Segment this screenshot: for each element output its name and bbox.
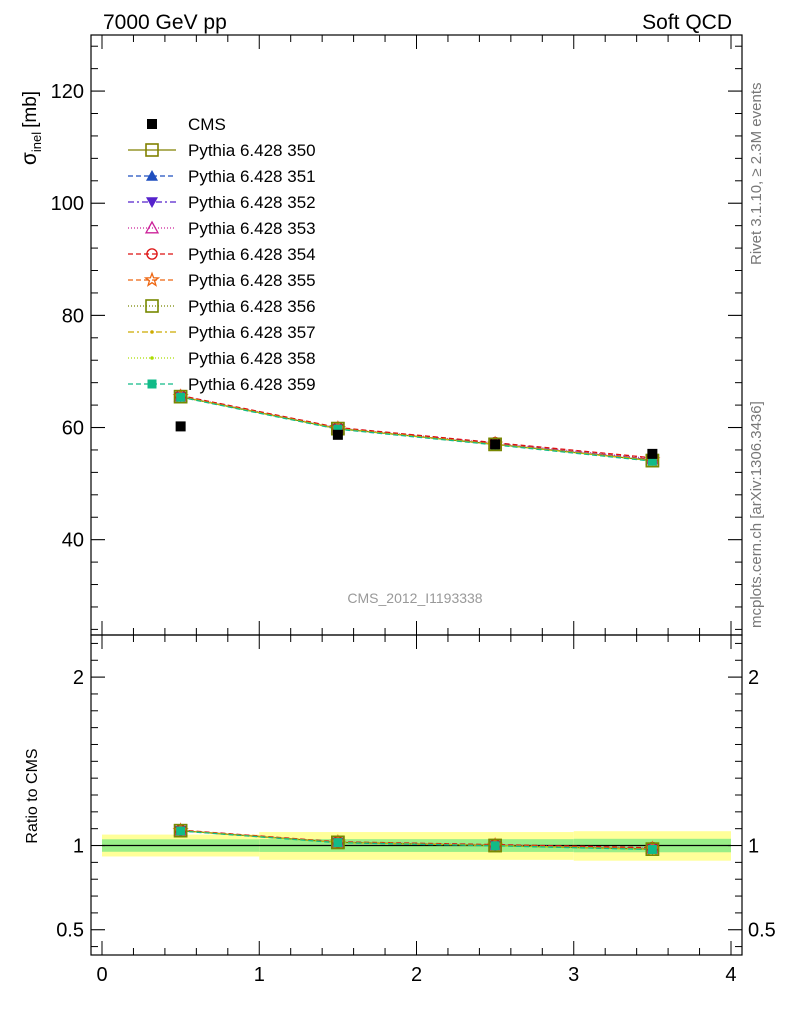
legend-marker-9: [147, 379, 157, 389]
legend-marker-0: [145, 143, 159, 157]
legend-marker-2: [146, 197, 158, 208]
series-line-0: [180, 396, 653, 462]
series-marker-6: [173, 389, 188, 404]
series-line-8: [180, 396, 653, 462]
main-y-tick-label: 100: [51, 193, 84, 215]
header-left-text: 7000 GeV pp: [103, 11, 227, 34]
ratio-y-ticks: 0.5 0.5 1 1 2 2: [56, 642, 776, 948]
ratio-x-ticks: 0 1 2 3 4: [96, 635, 737, 986]
legend-label-2: Pythia 6.428 352: [188, 193, 316, 212]
ratio-y-tick-label-right: 0.5: [748, 920, 776, 942]
legend-label-4: Pythia 6.428 354: [188, 245, 316, 264]
header-right-text: Soft QCD: [642, 11, 732, 34]
legend-marker-8: [150, 356, 154, 360]
series-marker-9: [647, 456, 657, 466]
ratio-marker-6: [645, 842, 660, 856]
ratio-marker-9: [647, 844, 657, 854]
ratio-marker-9: [176, 826, 186, 836]
y-label-unit: [mb]: [20, 91, 41, 128]
main-y-tick-label: 80: [62, 305, 84, 327]
series-line-9: [180, 396, 653, 462]
series-marker-6: [488, 437, 502, 452]
legend-label-0: Pythia 6.428 350: [188, 141, 316, 160]
series-line-6: [180, 396, 653, 462]
ratio-y-tick-label-right: 1: [748, 836, 759, 858]
x-tick-label: 4: [725, 964, 736, 986]
ratio-panel-frame: [90, 634, 743, 956]
x-tick-label: 1: [254, 964, 265, 986]
analysis-watermark: CMS_2012_I1193338: [347, 590, 482, 606]
ratio-line-4: [180, 829, 653, 849]
cms-data-point: [332, 429, 343, 440]
cms-data-point: [490, 439, 501, 450]
ratio-y-tick-label: 2: [73, 667, 84, 689]
legend-marker-4: [146, 248, 158, 260]
main-y-tick-label: 40: [62, 530, 84, 552]
ratio-marker-9: [333, 838, 343, 848]
rivet-version-text: Rivet 3.1.10, ≥ 2.3M events: [748, 83, 765, 266]
ratio-line-9: [180, 830, 653, 851]
ratio-y-axis-label: Ratio to CMS: [24, 748, 41, 843]
legend-label-6: Pythia 6.428 356: [188, 297, 316, 316]
main-panel: 40 60 80 100 120 σinel [mb] CMS_2012_I1193338…: [18, 34, 743, 636]
main-y-tick-label: 60: [62, 418, 84, 440]
legend-marker-5: [143, 271, 161, 287]
series-line-3: [180, 395, 653, 460]
legend-label-3: Pythia 6.428 353: [188, 219, 316, 238]
ratio-series-group: [172, 822, 661, 856]
legend-cms-marker: [147, 119, 157, 129]
ratio-marker-6: [488, 838, 502, 853]
x-tick-label: 0: [96, 964, 107, 986]
y-label-subscript: inel: [29, 132, 44, 152]
legend: CMS Pythia 6.428 350 Pythia 6.428 351 Pythi…: [128, 115, 316, 394]
legend-label-9: Pythia 6.428 359: [188, 375, 316, 394]
series-line-5: [180, 396, 653, 461]
legend-marker-1: [146, 170, 158, 181]
series-line-4: [180, 394, 653, 459]
y-label-sigma: σ: [18, 152, 41, 165]
ratio-panel: 0.5 0.5 1 1 2 2 0 1 2 3 4 Ratio to CMS: [24, 634, 776, 986]
legend-label-1: Pythia 6.428 351: [188, 167, 316, 186]
ratio-marker-9: [490, 841, 500, 851]
ratio-y-tick-label-right: 2: [748, 667, 759, 689]
legend-marker-6: [145, 299, 159, 313]
x-tick-label: 2: [411, 964, 422, 986]
legend-label-8: Pythia 6.428 358: [188, 349, 316, 368]
cms-data-point: [175, 421, 186, 432]
series-line-1: [180, 395, 653, 461]
main-y-tick-label: 120: [51, 81, 84, 103]
mcplots-text: mcplots.cern.ch [arXiv:1306.3436]: [748, 401, 765, 628]
series-marker-9: [176, 392, 186, 402]
legend-marker-3: [144, 220, 160, 234]
series-marker-9: [333, 424, 343, 434]
legend-label-7: Pythia 6.428 357: [188, 323, 316, 342]
main-y-ticks: 40 60 80 100 120: [51, 35, 742, 635]
ratio-marker-6: [173, 823, 188, 838]
series-line-2: [180, 396, 653, 461]
ratio-y-tick-label: 1: [73, 836, 84, 858]
legend-label-5: Pythia 6.428 355: [188, 271, 316, 290]
cms-data-point: [647, 448, 658, 459]
main-y-axis-label: σinel [mb]: [18, 91, 44, 165]
ratio-uncertainty-bands: [102, 831, 731, 861]
main-series-group: [172, 388, 661, 468]
ratio-y-tick-label: 0.5: [56, 920, 84, 942]
x-tick-label: 3: [568, 964, 579, 986]
series-line-7: [180, 396, 653, 462]
legend-marker-7: [150, 330, 154, 334]
svg-text:σinel[mb]: σinel [mb]: [18, 91, 44, 165]
legend-cms-label: CMS: [188, 115, 226, 134]
ratio-marker-6: [331, 835, 345, 850]
